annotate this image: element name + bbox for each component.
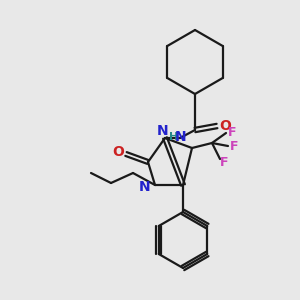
Text: O: O <box>219 119 231 133</box>
Text: N: N <box>175 130 187 144</box>
Text: H: H <box>169 132 178 142</box>
Text: N: N <box>157 124 169 138</box>
Text: N: N <box>139 180 151 194</box>
Text: O: O <box>112 145 124 159</box>
Text: F: F <box>230 140 238 152</box>
Text: F: F <box>228 127 236 140</box>
Text: F: F <box>220 157 228 169</box>
